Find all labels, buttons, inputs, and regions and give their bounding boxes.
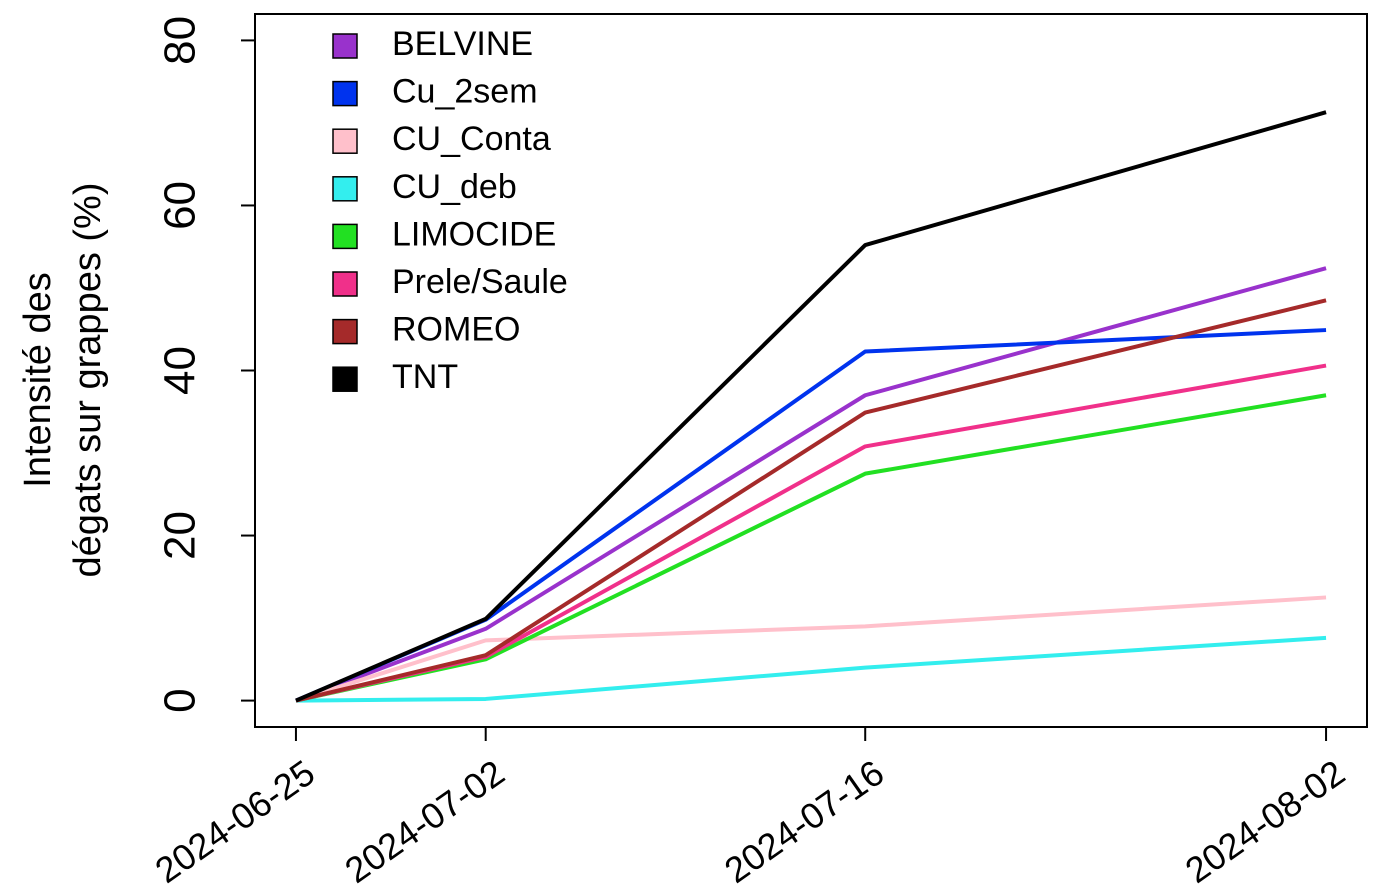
legend-label: ROMEO	[392, 311, 520, 349]
series-line	[295, 298, 1327, 703]
y-tick-label: 80	[156, 16, 205, 65]
y-tick-label: 40	[156, 346, 205, 395]
y-tick-label: 0	[156, 688, 205, 712]
legend-label: TNT	[392, 358, 458, 396]
legend-label: CU_deb	[392, 168, 517, 206]
x-tick-label: 2024-07-16	[717, 752, 891, 891]
legend-swatch	[332, 271, 358, 297]
series-line	[295, 635, 1327, 703]
x-tick-label: 2024-07-02	[337, 752, 511, 891]
legend-swatch	[332, 80, 358, 107]
x-tick-label: 2024-06-25	[148, 752, 322, 891]
legend-swatch	[332, 318, 358, 345]
legend-swatch	[332, 366, 358, 392]
legend-label: Prele/Saule	[392, 263, 568, 301]
series-line	[295, 393, 1327, 703]
legend-label: Cu_2sem	[392, 73, 538, 111]
legend-swatch	[332, 176, 358, 202]
y-tick-label: 60	[156, 181, 205, 230]
legend-swatch	[332, 223, 358, 250]
legend-label: LIMOCIDE	[392, 215, 556, 253]
legend-swatch	[332, 33, 358, 59]
series-line	[295, 110, 1327, 703]
series-line	[295, 266, 1327, 703]
series-line	[295, 595, 1327, 703]
x-tick-label: 2024-08-02	[1178, 752, 1352, 891]
y-tick-label: 20	[156, 511, 205, 560]
legend-label: BELVINE	[392, 25, 533, 63]
legend-swatch	[332, 128, 358, 154]
legend-label: CU_Conta	[392, 120, 551, 158]
y-axis-label: dégats sur grappes (%)	[67, 183, 109, 578]
y-axis-label: Intensité des	[17, 272, 59, 487]
